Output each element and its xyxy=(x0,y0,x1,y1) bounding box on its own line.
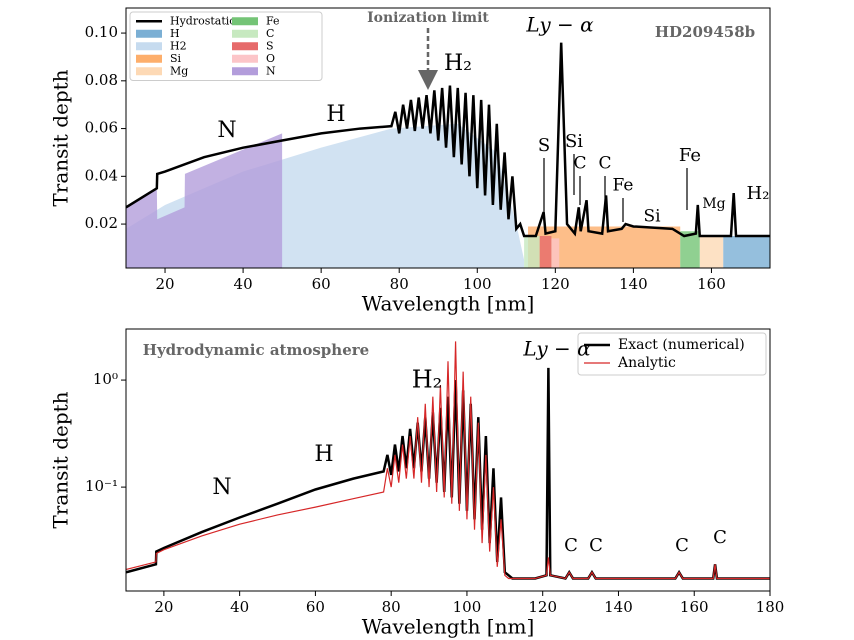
annotation: Ionization limit xyxy=(367,10,489,26)
y-axis-label: Transit depth xyxy=(49,391,73,528)
legend-swatch xyxy=(232,67,258,76)
species-area xyxy=(551,238,560,268)
x-tick-label: 60 xyxy=(312,275,331,293)
legend-label: Hydrostatic xyxy=(170,14,235,27)
legend-label: S xyxy=(266,39,274,52)
legend-label: Exact (numerical) xyxy=(618,337,745,353)
x-axis-label: Wavelength [nm] xyxy=(362,292,535,316)
legend-label: H2 xyxy=(170,39,187,52)
legend-box xyxy=(577,332,767,376)
annotation: C xyxy=(573,154,586,174)
y-tick-label: 0.02 xyxy=(85,214,118,232)
legend-label: C xyxy=(266,27,274,40)
annotation: Ly − α xyxy=(525,13,594,37)
x-tick-label: 40 xyxy=(230,598,249,616)
annotation: C xyxy=(564,535,578,556)
x-tick-label: 80 xyxy=(390,275,409,293)
legend-swatch xyxy=(232,17,258,26)
legend-label: Fe xyxy=(266,14,280,27)
annotation: H₂ xyxy=(444,51,472,76)
x-tick-label: 120 xyxy=(541,275,570,293)
annotation: C xyxy=(675,535,689,556)
series-line xyxy=(126,341,770,580)
x-tick-label: 20 xyxy=(155,275,174,293)
x-tick-label: 120 xyxy=(528,598,557,616)
x-tick-label: 140 xyxy=(619,275,648,293)
species-area xyxy=(680,231,700,268)
x-tick-label: 100 xyxy=(453,598,482,616)
legend-swatch xyxy=(232,54,258,63)
legend-label: H xyxy=(170,27,180,40)
species-area xyxy=(126,133,283,268)
legend-label: O xyxy=(266,52,275,65)
x-tick-label: 60 xyxy=(306,598,325,616)
legend-label: N xyxy=(266,64,276,77)
y-tick-label: 0.04 xyxy=(85,166,118,184)
species-area xyxy=(528,226,681,268)
legend-swatch xyxy=(136,54,162,63)
annotation: N xyxy=(217,118,236,143)
annotation: Hydrodynamic atmosphere xyxy=(143,341,369,359)
x-tick-label: 160 xyxy=(680,598,709,616)
y-tick-label: 10⁰ xyxy=(93,370,118,388)
species-area xyxy=(723,236,770,268)
species-area xyxy=(539,236,552,268)
y-tick-label: 0.10 xyxy=(85,23,118,41)
annotation: HD209458b xyxy=(655,23,755,41)
x-tick-label: 80 xyxy=(382,598,401,616)
annotation: Fe xyxy=(679,145,701,166)
y-tick-label: 0.08 xyxy=(85,71,118,89)
axes-frame xyxy=(125,328,771,592)
y-tick-label: 0.06 xyxy=(85,119,118,137)
legend-swatch xyxy=(136,67,162,76)
x-tick-label: 100 xyxy=(463,275,492,293)
x-axis-label: Wavelength [nm] xyxy=(362,615,535,639)
panel: 20 40 60 80 100 120 140 160 180 10⁻¹ 10⁰ Wavelength… xyxy=(49,328,785,639)
legend-label: Mg xyxy=(170,64,188,77)
plot-area xyxy=(126,341,770,580)
plot-area xyxy=(126,42,770,268)
annotation: C xyxy=(589,535,603,556)
legend-swatch xyxy=(232,42,258,51)
annotation: S xyxy=(538,135,550,156)
x-tick-label: 180 xyxy=(756,598,785,616)
legend-label: Si xyxy=(170,52,182,65)
y-tick-label: 10⁻¹ xyxy=(85,477,118,495)
annotation: H xyxy=(326,102,345,127)
x-tick-label: 20 xyxy=(154,598,173,616)
annotation: C xyxy=(598,154,611,174)
legend-swatch xyxy=(232,29,258,38)
series-line xyxy=(126,367,770,580)
species-area xyxy=(699,236,724,268)
x-tick-label: 140 xyxy=(604,598,633,616)
annotation: Si xyxy=(643,207,661,227)
legend-box xyxy=(129,11,323,81)
y-axis-label: Transit depth xyxy=(49,69,73,206)
species-area xyxy=(524,236,540,268)
annotation: H₂ xyxy=(747,183,770,204)
panel: 20 40 60 80 100 120 140 160 0.02 0.04 0.06 0.08 0.10… xyxy=(49,7,771,316)
annotation: Si xyxy=(565,131,583,152)
legend-label: Analytic xyxy=(617,355,676,371)
annotation: Fe xyxy=(613,176,634,196)
x-tick-label: 40 xyxy=(234,275,253,293)
annotation: Ly − α xyxy=(522,337,591,361)
annotation: H₂ xyxy=(412,366,443,394)
annotation: C xyxy=(713,527,727,548)
x-tick-label: 160 xyxy=(697,275,726,293)
legend-swatch xyxy=(136,29,162,38)
annotation: H xyxy=(314,442,333,467)
series-line xyxy=(126,42,770,238)
annotation: N xyxy=(212,475,231,500)
axes-frame xyxy=(125,7,771,269)
annotation: Mg xyxy=(702,196,725,212)
legend-swatch xyxy=(136,42,162,51)
